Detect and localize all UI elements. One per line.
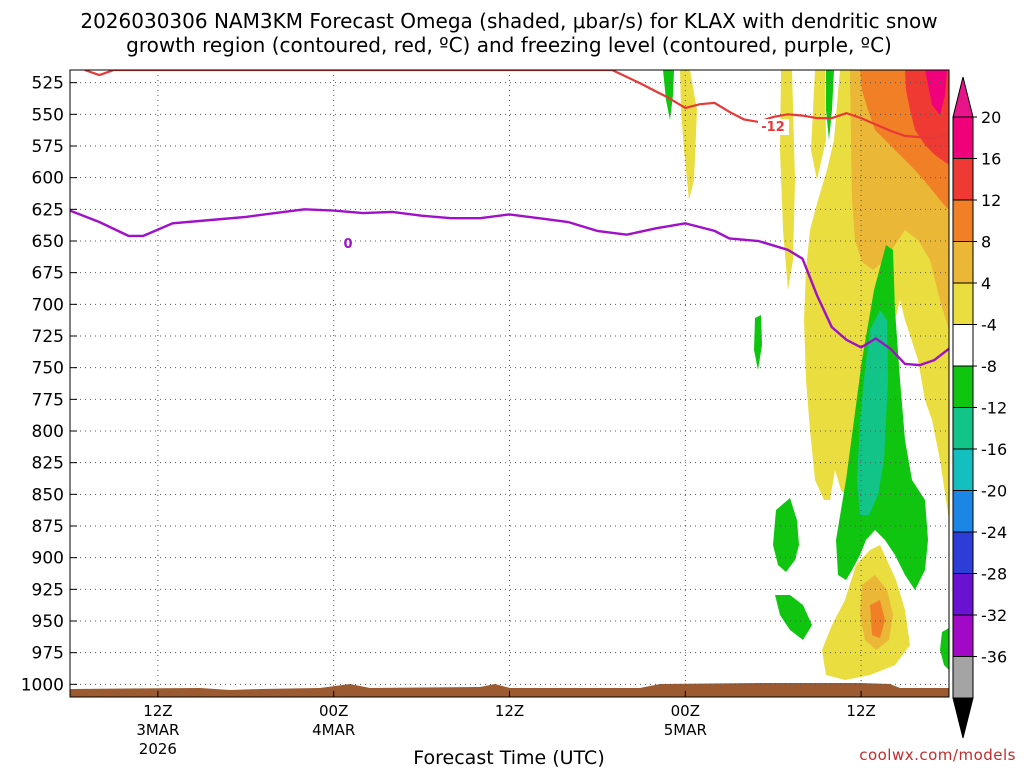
y-tick-label: 575 [32, 137, 64, 157]
colorbar-label: -4 [981, 316, 997, 335]
plot-area [70, 70, 949, 697]
colorbar-extend-top [952, 76, 974, 118]
omega-positive-12-region [870, 600, 885, 638]
freezing-level-line [70, 208, 949, 367]
y-tick-label: 675 [32, 264, 64, 284]
x-axis-title: Forecast Time (UTC) [413, 747, 604, 768]
colorbar-swatch [952, 614, 974, 657]
y-tick-label: 775 [32, 390, 64, 410]
x-tick-label-time: 00Z [671, 702, 700, 720]
omega-negative-8-region [857, 310, 888, 515]
omega-shading [663, 70, 949, 680]
colorbar-label: -12 [981, 399, 1007, 418]
dgz-contour-label: -12 [761, 120, 785, 135]
y-tick-label: 750 [32, 359, 64, 379]
chart-title-line1: 2026030306 NAM3KM Forecast Omega (shaded… [80, 9, 937, 33]
colorbar-label: 4 [981, 274, 991, 293]
y-tick-label: 625 [32, 200, 64, 220]
y-tick-label: 900 [32, 549, 64, 569]
colorbar-swatch [952, 407, 974, 450]
y-tick-label: 800 [32, 422, 64, 442]
colorbar-swatch [952, 365, 974, 408]
colorbar: 20 16 12 8 4 -4 -8 -12 -16 -20 -24 -28 -32 -36 [952, 76, 1007, 739]
colorbar-label: 8 [981, 233, 991, 252]
credit-text: coolwx.com/models [859, 746, 1016, 764]
omega-positive-4-region [680, 70, 697, 200]
colorbar-swatch [952, 282, 974, 325]
colorbar-label: -16 [981, 440, 1007, 459]
y-tick-label: 1000 [21, 675, 64, 695]
omega-negative-4-region [940, 628, 949, 670]
x-tick-label-time: 12Z [846, 702, 875, 720]
y-tick-label: 600 [32, 169, 64, 189]
chart-title-line2: growth region (contoured, red, ºC) and f… [126, 33, 892, 57]
omega-positive-4-region [811, 70, 826, 180]
colorbar-label: -8 [981, 357, 997, 376]
y-tick-label: 825 [32, 454, 64, 474]
omega-negative-4-region [773, 498, 799, 572]
y-axis: 525 550 575 600 625 650 675 700 725 750 775 800 825 8… [21, 74, 77, 695]
y-tick-label: 950 [32, 612, 64, 632]
colorbar-swatch [952, 490, 974, 533]
colorbar-swatch [952, 573, 974, 616]
y-tick-label: 725 [32, 327, 64, 347]
freezing-level-label-bg [342, 236, 354, 251]
colorbar-label: 16 [981, 150, 1001, 169]
x-tick-label-date: 5MAR [664, 721, 707, 739]
omega-negative-4-region [775, 595, 812, 640]
colorbar-swatch [952, 199, 974, 242]
colorbar-extend-bottom [952, 697, 974, 739]
y-tick-label: 925 [32, 580, 64, 600]
x-tick-label-time: 00Z [319, 702, 348, 720]
colorbar-label: 12 [981, 191, 1001, 210]
colorbar-swatch [952, 241, 974, 284]
omega-negative-4-region [754, 315, 762, 370]
colorbar-swatch [952, 448, 974, 491]
colorbar-label: -32 [981, 606, 1007, 625]
y-tick-label: 875 [32, 517, 64, 537]
x-tick-label-date: 3MAR [136, 721, 179, 739]
freezing-level-label: 0 [343, 237, 352, 252]
colorbar-label: -24 [981, 523, 1007, 542]
x-tick-label-time: 12Z [143, 702, 172, 720]
omega-negative-4-region [826, 70, 834, 140]
dgz-label-bg [758, 119, 789, 135]
y-tick-label: 525 [32, 74, 64, 94]
y-tick-label: 550 [32, 105, 64, 125]
x-tick-label-year: 2026 [139, 740, 177, 758]
colorbar-swatch [952, 116, 974, 159]
colorbar-label: -20 [981, 482, 1007, 501]
omega-positive-20-region [925, 70, 947, 115]
y-tick-label: 850 [32, 485, 64, 505]
colorbar-swatch [952, 656, 974, 699]
y-tick-label: 975 [32, 644, 64, 664]
colorbar-swatch [952, 324, 974, 367]
y-tick-label: 700 [32, 295, 64, 315]
x-tick-label-time: 12Z [495, 702, 524, 720]
colorbar-label: -28 [981, 565, 1007, 584]
colorbar-label: 20 [981, 108, 1001, 127]
x-tick-label-date: 4MAR [312, 721, 355, 739]
colorbar-swatch [952, 531, 974, 574]
colorbar-swatch [952, 158, 974, 201]
y-tick-label: 650 [32, 232, 64, 252]
colorbar-label: -36 [981, 648, 1007, 667]
